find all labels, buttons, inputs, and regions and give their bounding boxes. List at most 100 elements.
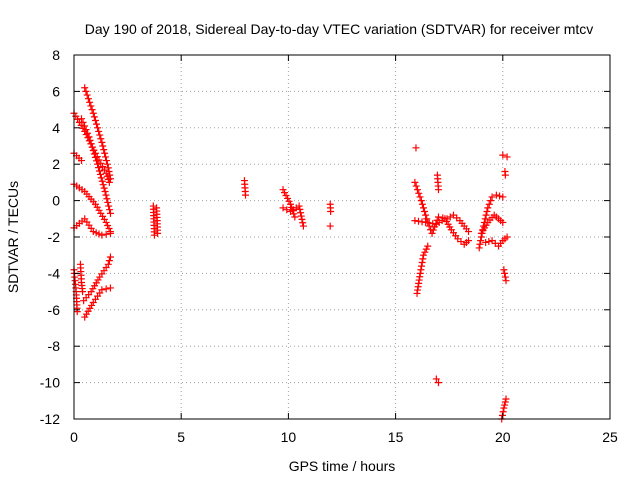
data-point [81, 122, 89, 130]
x-tick-label: 10 [281, 429, 297, 445]
data-point [475, 244, 483, 252]
data-point [154, 229, 162, 237]
data-point [279, 204, 287, 212]
data-point [418, 262, 426, 270]
y-tick-label: 6 [52, 83, 60, 99]
data-point [98, 138, 106, 146]
data-point [464, 237, 472, 245]
data-point [485, 238, 493, 246]
data-point [429, 220, 437, 228]
data-point [73, 308, 81, 316]
data-point [423, 215, 431, 223]
data-point [100, 146, 108, 154]
data-point [499, 151, 507, 159]
data-point [501, 273, 509, 281]
data-point [106, 253, 114, 261]
data-point [105, 202, 113, 210]
data-point [89, 109, 97, 117]
data-point [421, 208, 429, 216]
data-point [100, 184, 108, 192]
data-point [422, 218, 430, 226]
data-point [97, 174, 105, 182]
data-point [412, 144, 420, 152]
data-point [501, 269, 509, 277]
data-point [103, 160, 111, 168]
data-point [81, 84, 89, 92]
data-point [79, 118, 87, 126]
data-point [102, 191, 110, 199]
data-point [105, 167, 113, 175]
data-point [104, 260, 112, 268]
y-tick-label: -6 [48, 302, 61, 318]
x-tick-label: 15 [388, 429, 404, 445]
data-points [70, 84, 511, 423]
chart-title: Day 190 of 2018, Sidereal Day-to-day VTE… [85, 21, 594, 37]
data-point [428, 229, 436, 237]
data-point [434, 186, 442, 194]
data-point [411, 217, 419, 225]
data-point [102, 157, 110, 165]
data-point [101, 149, 109, 157]
data-point [84, 129, 92, 137]
data-point [501, 398, 509, 406]
data-point [421, 248, 429, 256]
data-point [418, 258, 426, 266]
data-point [299, 219, 307, 227]
data-point [482, 211, 490, 219]
y-tick-label: 2 [52, 156, 60, 172]
data-point [299, 222, 307, 230]
data-point [89, 147, 97, 155]
data-point [502, 395, 510, 403]
data-point [78, 115, 86, 123]
data-point [101, 188, 109, 195]
data-point [484, 204, 492, 212]
data-point [326, 222, 334, 230]
data-point [487, 197, 495, 205]
data-point [416, 193, 424, 201]
y-tick-label: -2 [48, 229, 61, 245]
data-point [432, 375, 440, 383]
data-point [94, 160, 102, 168]
data-point [78, 157, 86, 165]
y-tick-label: 8 [52, 47, 60, 63]
data-point [417, 197, 425, 205]
data-point [422, 245, 430, 253]
data-point [95, 164, 103, 172]
data-point [94, 124, 102, 132]
data-point [297, 212, 305, 220]
data-point [99, 142, 107, 150]
data-point [98, 286, 106, 294]
data-point [106, 175, 114, 183]
data-point [482, 238, 490, 246]
x-tick-label: 25 [602, 429, 618, 445]
data-point [105, 225, 113, 233]
x-tick-label: 5 [177, 429, 185, 445]
data-point [102, 153, 110, 161]
data-point [90, 113, 98, 121]
data-point [104, 221, 112, 229]
data-point [298, 215, 306, 223]
data-point [414, 217, 422, 225]
data-point [95, 127, 103, 135]
data-point [82, 87, 90, 95]
data-point [97, 135, 105, 143]
data-point [106, 206, 114, 214]
data-point [102, 230, 110, 238]
data-point [102, 218, 110, 226]
data-point [106, 229, 114, 237]
y-axis-label: SDTVAR / TECUs [5, 181, 21, 293]
data-point [150, 231, 158, 239]
data-point [418, 200, 426, 208]
data-point [86, 136, 94, 144]
data-point [477, 237, 485, 245]
data-point [85, 133, 93, 141]
data-point [417, 266, 425, 274]
y-tick-label: -8 [48, 338, 61, 354]
data-point [242, 191, 250, 199]
data-point [296, 205, 304, 213]
data-point [104, 164, 112, 172]
data-point [434, 213, 442, 221]
data-point [96, 131, 104, 139]
data-point [82, 126, 90, 134]
